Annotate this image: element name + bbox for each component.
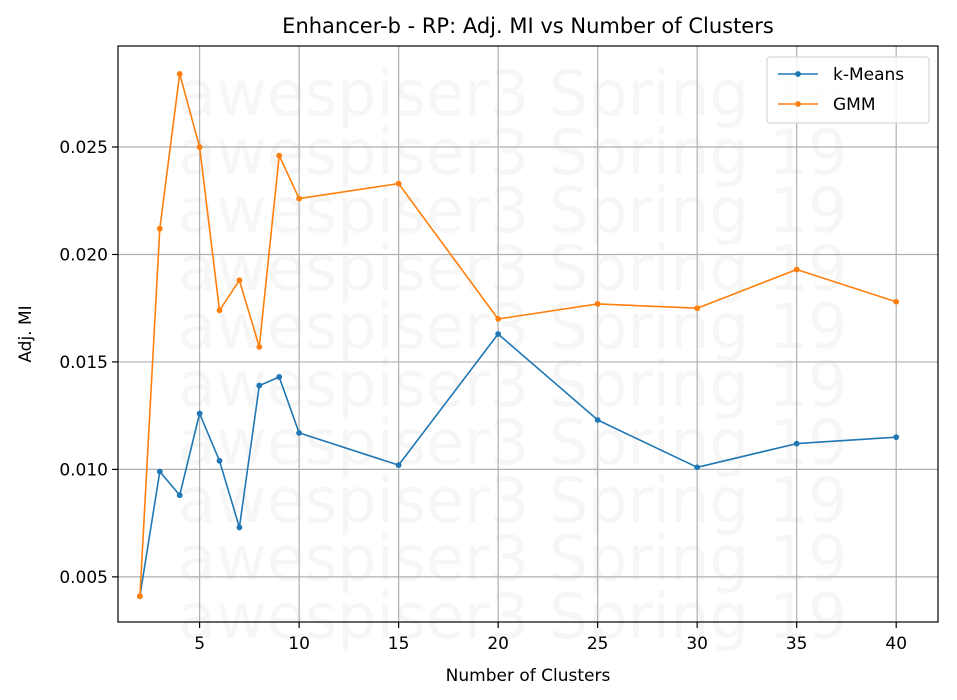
data-point-gmm [594,301,601,307]
data-point-gmm [216,307,223,314]
data-point-gmm [395,180,402,187]
series-layer [136,71,900,600]
x-tick-label: 20 [487,634,509,654]
y-axis-label: Adj. MI [16,305,36,362]
x-axis-label: Number of Clusters [446,666,611,686]
x-tick-label: 40 [885,634,907,654]
data-point-k-means [694,464,701,471]
data-point-k-means [793,440,800,447]
data-point-gmm [176,71,183,77]
y-tick-label: 0.015 [59,353,108,373]
data-point-k-means [395,462,402,469]
data-point-k-means [256,382,263,389]
legend-marker-gmm [795,101,801,107]
data-point-gmm [276,152,283,159]
chart-title: Enhancer-b - RP: Adj. MI vs Number of Cl… [282,14,774,38]
legend-label-gmm: GMM [833,95,876,115]
x-tick-label: 30 [686,634,708,654]
data-point-gmm [694,305,701,312]
x-tick-label: 35 [786,634,808,654]
data-point-k-means [594,417,601,423]
x-tick-label: 5 [194,634,205,654]
data-point-k-means [495,331,502,337]
data-point-gmm [136,593,143,600]
x-tick-label: 10 [288,634,310,654]
plot-frame [117,45,939,623]
data-point-k-means [176,492,183,499]
legend-label-k-means: k-Means [833,65,904,85]
data-point-gmm [296,195,303,202]
x-axis-ticks: 5 10 15 20 25 30 35 40 [194,622,907,654]
data-point-gmm [793,266,800,273]
legend: k-Means GMM [766,56,930,124]
data-point-gmm [236,277,243,284]
data-point-k-means [893,434,900,441]
watermark-text: awespiser3 Spring 19 [178,580,848,653]
y-axis-ticks: 0.005 0.010 0.015 0.020 0.025 [59,138,118,588]
data-point-gmm [893,298,900,305]
data-point-k-means [196,410,203,417]
data-point-k-means [296,429,303,436]
x-tick-label: 25 [587,634,609,654]
data-point-k-means [156,468,163,475]
y-tick-label: 0.010 [59,460,108,480]
data-point-gmm [495,316,502,322]
data-point-gmm [196,144,203,150]
data-point-k-means [236,524,243,531]
y-tick-label: 0.020 [59,245,108,265]
y-tick-label: 0.005 [59,568,108,588]
data-point-gmm [256,343,263,350]
y-tick-label: 0.025 [59,138,108,158]
data-point-k-means [216,457,223,464]
data-point-k-means [276,374,283,380]
data-point-gmm [156,225,163,232]
x-tick-label: 15 [388,634,410,654]
grid [118,46,938,622]
legend-marker-k-means [795,71,801,77]
